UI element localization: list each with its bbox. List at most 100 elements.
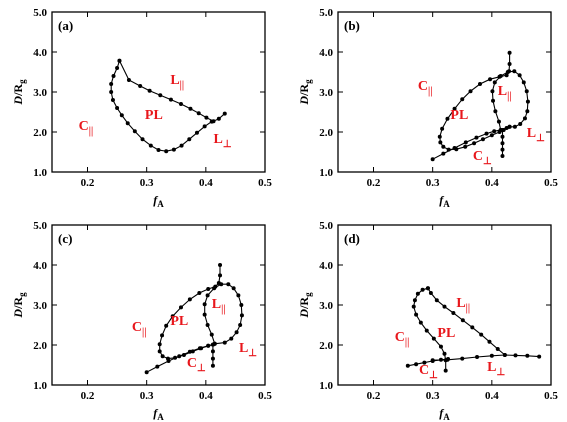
x-tick-label: 0.4 <box>199 390 213 402</box>
data-point <box>210 356 215 361</box>
data-point <box>188 106 193 111</box>
data-point <box>147 88 152 93</box>
data-point <box>209 332 214 337</box>
data-point <box>166 359 171 363</box>
x-tick-label: 0.3 <box>140 177 154 189</box>
data-point <box>117 58 122 63</box>
data-point <box>507 124 512 129</box>
x-tick-label: 0.2 <box>367 177 381 189</box>
y-tick-label: 2.0 <box>319 127 333 139</box>
data-point <box>187 297 192 302</box>
data-point <box>222 111 227 116</box>
data-point <box>222 340 227 345</box>
data-point <box>504 73 509 78</box>
data-point <box>500 128 505 132</box>
data-point <box>505 70 510 74</box>
x-tick-label: 0.3 <box>140 390 154 402</box>
panel-label: (c) <box>58 231 72 246</box>
data-point <box>111 74 116 78</box>
region-label: PL <box>145 108 163 123</box>
data-point <box>537 354 542 359</box>
data-point <box>488 77 493 82</box>
data-point <box>498 74 503 78</box>
data-point <box>418 320 423 325</box>
data-point <box>428 291 433 295</box>
data-point <box>412 298 417 303</box>
data-point <box>474 135 479 140</box>
data-point <box>205 293 210 298</box>
region-label: L|| <box>170 73 184 91</box>
data-point <box>500 147 505 152</box>
data-point <box>218 263 223 267</box>
data-point <box>234 330 239 335</box>
data-point <box>492 80 497 85</box>
region-label: C|| <box>418 79 433 97</box>
region-label: L⊥ <box>487 360 505 378</box>
data-point <box>441 144 446 149</box>
y-tick-label: 3.0 <box>33 300 47 312</box>
data-point <box>442 351 447 356</box>
data-point <box>512 124 517 129</box>
data-point <box>160 354 165 359</box>
data-point <box>177 354 182 359</box>
y-tick-label: 1.0 <box>319 380 333 392</box>
data-point <box>525 353 530 358</box>
data-point <box>202 124 207 129</box>
x-tick-label: 0.4 <box>485 390 499 402</box>
x-tick-label: 0.4 <box>485 177 499 189</box>
x-tick-label: 0.3 <box>426 177 440 189</box>
data-point <box>437 134 442 139</box>
data-point <box>205 323 210 327</box>
data-point <box>425 286 430 291</box>
y-tick-label: 4.0 <box>33 47 47 59</box>
panel-label: (b) <box>344 18 360 33</box>
data-point <box>168 97 173 102</box>
data-point <box>522 116 527 121</box>
data-point <box>491 98 496 103</box>
y-tick-label: 2.0 <box>33 127 47 139</box>
data-point <box>210 349 215 354</box>
data-point <box>489 353 494 358</box>
x-tick-label: 0.5 <box>544 390 558 402</box>
data-point <box>415 291 420 296</box>
region-label: L⊥ <box>527 126 545 144</box>
data-point <box>238 323 243 327</box>
x-tick-label: 0.2 <box>367 390 381 402</box>
panel-label: (d) <box>344 231 360 246</box>
x-axis-label: fA <box>153 406 164 422</box>
panel-label: (a) <box>58 18 73 33</box>
data-point <box>512 69 517 74</box>
data-point <box>524 89 529 94</box>
region-label: L|| <box>212 297 226 315</box>
y-tick-label: 3.0 <box>319 87 333 99</box>
data-point <box>420 287 425 292</box>
data-point <box>144 370 149 375</box>
data-point <box>212 286 217 291</box>
y-tick-label: 2.0 <box>319 340 333 352</box>
data-point <box>521 80 526 85</box>
data-point <box>451 311 456 315</box>
data-point <box>206 287 211 291</box>
data-point <box>171 147 176 152</box>
data-point <box>187 349 192 354</box>
panel-d: 0.2 0.3 0.4 0.5 1.0 2.0 3.0 4.0 5.0 fA D/Rg (d) C|| P… <box>297 220 558 422</box>
data-point <box>218 273 223 278</box>
data-point <box>197 291 202 295</box>
data-point <box>452 106 457 111</box>
data-point <box>236 293 241 298</box>
region-label: C⊥ <box>187 356 206 374</box>
x-tick-label: 0.5 <box>544 177 558 189</box>
data-point <box>518 122 523 126</box>
data-point <box>405 363 410 368</box>
data-point <box>239 303 244 307</box>
data-point <box>414 312 419 317</box>
y-axis-label: D/Rg <box>11 292 27 319</box>
data-point <box>517 73 522 78</box>
y-tick-label: 1.0 <box>33 167 47 179</box>
data-point <box>157 342 162 347</box>
x-axis-label: fA <box>153 193 164 209</box>
data-point <box>480 137 485 142</box>
data-point <box>441 151 446 156</box>
panel-c: 0.2 0.3 0.4 0.5 1.0 2.0 3.0 4.0 5.0 fA D/Rg (c) C|| P… <box>11 220 272 422</box>
